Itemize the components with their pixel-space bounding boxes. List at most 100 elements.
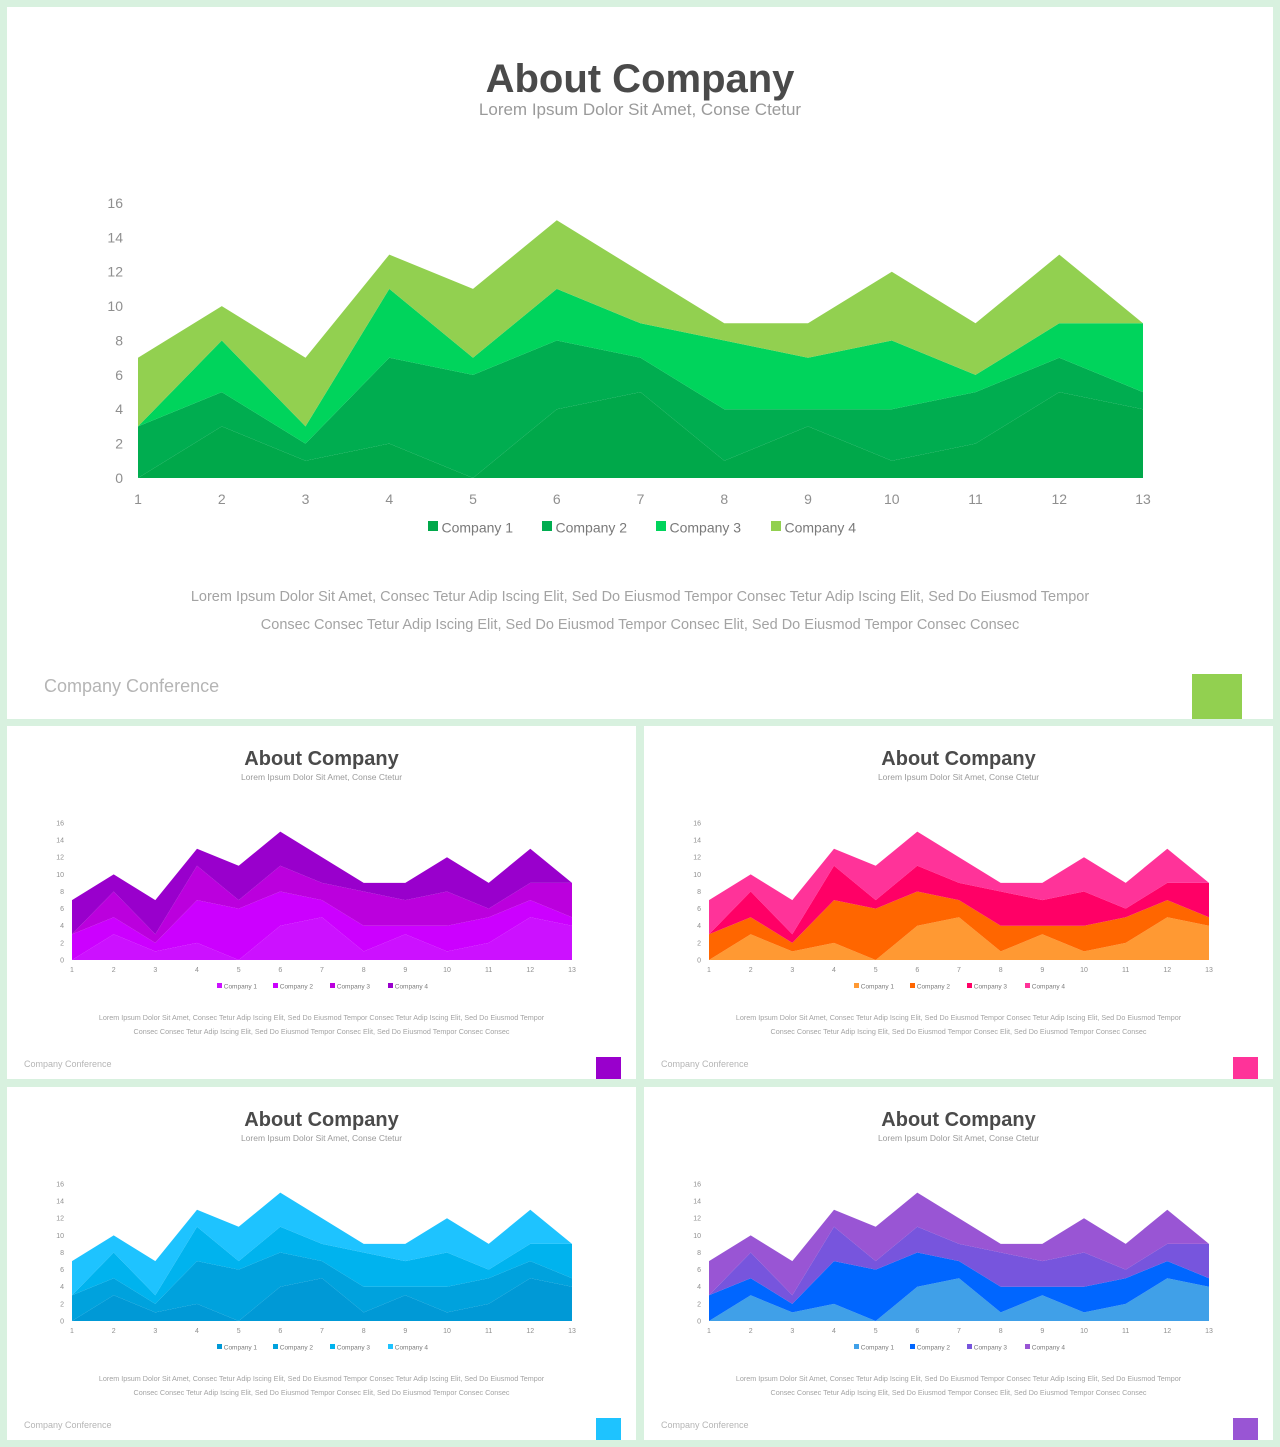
footer-text: Company Conference [44,676,220,696]
y-tick-label: 8 [115,332,123,348]
x-tick-label: 11 [485,1328,492,1335]
y-tick-label: 4 [60,1284,64,1291]
area-series-3 [709,865,1209,943]
legend-label: Company 4 [1032,1345,1066,1352]
area-series-4 [709,1192,1209,1296]
area-series-4 [72,831,572,935]
body-text-line-1: Lorem Ipsum Dolor Sit Amet, Consec Tetur… [735,1374,1182,1383]
body-text-line-2: Consec Consec Tetur Adip Iscing Elit, Se… [133,1388,510,1397]
legend-label: Company 1 [224,1345,258,1352]
y-tick-label: 14 [56,838,64,845]
area-series-2 [138,340,1143,478]
body-text-line-1: Lorem Ipsum Dolor Sit Amet, Consec Tetur… [735,1013,1182,1022]
footer-text: Company Conference [24,1420,112,1430]
y-tick-label: 16 [56,1182,64,1189]
x-tick-label: 1 [707,967,711,974]
x-tick-label: 9 [403,967,407,974]
legend-label: Company 2 [917,984,951,991]
x-tick-label: 3 [153,967,157,974]
x-tick-label: 4 [832,1328,836,1335]
slide-main: About Company Lorem Ipsum Dolor Sit Amet… [7,7,1273,719]
y-tick-label: 14 [107,229,123,245]
y-tick-label: 14 [693,838,701,845]
legend-label: Company 3 [670,519,742,535]
y-tick-label: 14 [56,1199,64,1206]
y-tick-label: 12 [107,264,123,280]
x-tick-label: 11 [1122,967,1129,974]
area-series-3 [138,288,1143,444]
y-tick-label: 2 [697,1301,701,1308]
body-text-line-1: Lorem Ipsum Dolor Sit Amet, Consec Tetur… [98,1374,545,1383]
x-tick-label: 13 [568,967,576,974]
legend-label: Company 2 [556,519,628,535]
x-tick-label: 5 [237,967,241,974]
area-series-3 [709,1226,1209,1304]
slide-subtitle: Lorem Ipsum Dolor Sit Amet, Conse Ctetur [478,100,802,119]
x-tick-label: 6 [278,1328,282,1335]
x-tick-label: 3 [302,491,310,507]
y-tick-label: 16 [693,821,701,828]
x-tick-label: 13 [1205,1328,1213,1335]
area-series-2 [709,891,1209,960]
x-tick-label: 5 [874,967,878,974]
area-series-4 [709,831,1209,935]
x-tick-label: 8 [720,491,728,507]
area-series-1 [72,1278,572,1321]
slide-title: About Company [485,57,795,101]
slide-subtitle: Lorem Ipsum Dolor Sit Amet, Conse Ctetur [240,772,403,782]
y-tick-label: 10 [56,1233,64,1240]
x-tick-label: 10 [1080,967,1088,974]
y-tick-label: 2 [115,436,123,452]
legend-swatch [1025,983,1030,988]
body-text-line-2: Consec Consec Tetur Adip Iscing Elit, Se… [770,1027,1147,1036]
body-text: Lorem Ipsum Dolor Sit Amet, Consec Tetur… [187,583,1093,639]
y-tick-label: 10 [693,1233,701,1240]
legend-swatch [388,983,393,988]
legend-swatch [967,1344,972,1349]
y-tick-label: 8 [60,1250,64,1257]
body-text-line-1: Lorem Ipsum Dolor Sit Amet, Consec Tetur… [98,1013,545,1022]
legend-swatch [854,983,859,988]
area-series-4 [138,220,1143,427]
accent-square [1233,1057,1258,1079]
x-tick-label: 12 [1163,1328,1171,1335]
x-tick-label: 1 [134,491,142,507]
y-tick-label: 2 [697,940,701,947]
legend-swatch [330,983,335,988]
accent-square [596,1057,621,1079]
x-tick-label: 6 [278,967,282,974]
y-tick-label: 4 [115,401,123,417]
legend-swatch [1025,1344,1030,1349]
body-text-line-2: Consec Consec Tetur Adip Iscing Elit, Se… [260,617,1020,633]
x-tick-label: 9 [1040,967,1044,974]
x-tick-label: 2 [749,1328,753,1335]
area-series-2 [709,1252,1209,1321]
area-series-1 [709,1278,1209,1321]
legend-swatch [771,521,781,531]
y-tick-label: 0 [115,470,123,486]
y-tick-label: 8 [60,889,64,896]
legend-swatch [854,1344,859,1349]
legend-swatch [910,1344,915,1349]
x-tick-label: 7 [320,967,324,974]
x-tick-label: 10 [443,967,451,974]
legend-swatch [273,983,278,988]
x-tick-label: 11 [968,491,983,507]
y-tick-label: 16 [693,1182,701,1189]
legend-swatch [910,983,915,988]
y-tick-label: 0 [60,957,64,964]
footer-text: Company Conference [661,1420,749,1430]
y-tick-label: 6 [697,1267,701,1274]
x-tick-label: 8 [999,967,1003,974]
legend-label: Company 1 [861,984,895,991]
y-tick-label: 10 [693,872,701,879]
y-tick-label: 0 [60,1318,64,1325]
x-tick-label: 10 [884,491,900,507]
x-tick-label: 4 [832,967,836,974]
x-tick-label: 4 [195,1328,199,1335]
y-tick-label: 8 [697,889,701,896]
x-tick-label: 2 [749,967,753,974]
x-tick-label: 8 [999,1328,1003,1335]
